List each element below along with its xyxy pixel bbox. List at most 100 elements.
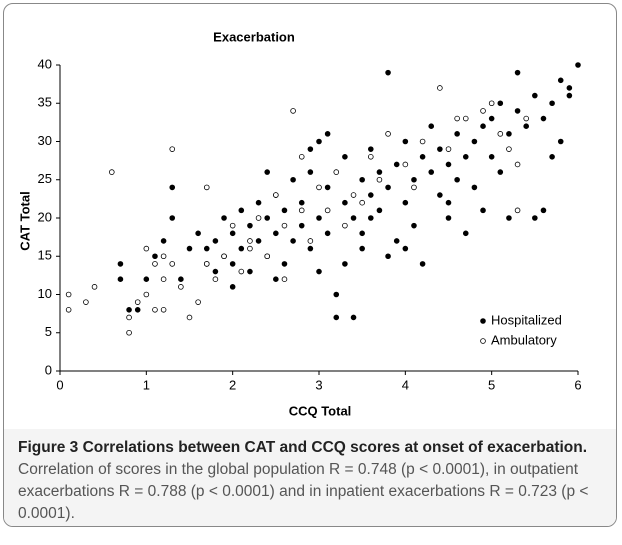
point [342,199,348,206]
point [514,161,521,168]
x-tick-label: 5 [488,377,495,392]
point [126,314,132,321]
point [393,238,400,244]
point [342,261,348,267]
caption-text: Correlation of scores in the global popu… [18,461,589,522]
point [298,207,305,214]
x-tick-label: 6 [574,377,581,392]
point [393,161,400,168]
point [480,108,486,114]
point [367,146,374,152]
point [229,284,236,290]
point [359,176,365,183]
point [514,108,521,114]
point [385,69,391,76]
point [290,176,296,183]
point [497,169,504,175]
point [523,115,529,122]
point [411,222,417,229]
point [359,230,365,237]
point [152,306,158,313]
point [169,215,176,221]
y-tick-label: 35 [38,95,52,110]
x-tick-label: 1 [143,377,150,392]
point [367,215,374,221]
point [506,215,512,221]
point [488,154,495,160]
point [402,161,409,168]
point [506,131,512,137]
point [342,222,348,229]
point [195,230,201,237]
point [454,115,460,122]
point [419,138,426,145]
x-axis-label: CCQ Total [289,403,352,418]
y-tick-label: 30 [38,133,52,148]
point [454,131,460,137]
point [134,299,141,305]
point [480,123,486,129]
point [532,215,538,221]
point [126,329,132,336]
point [255,215,262,221]
point [376,169,383,175]
figure-frame: Exacerbation CAT Total CCQ Total 0 5 10 15 2… [3,3,617,527]
point [445,146,452,152]
point [255,199,262,206]
point [350,314,357,321]
point [350,215,357,221]
point [557,138,564,145]
y-tick-label: 25 [38,171,52,186]
point [195,299,201,305]
point [247,245,253,252]
point [203,184,210,191]
chart-title: Exacerbation [213,29,295,44]
caption: Figure 3 Correlations between CAT and CC… [4,429,616,526]
point [566,92,573,99]
point [549,100,555,107]
point [428,169,435,175]
point [575,62,581,68]
point [367,154,374,160]
point [169,261,176,267]
point [307,146,314,152]
y-tick-label: 15 [38,248,52,263]
point [540,207,547,214]
point [514,207,521,214]
point [281,276,288,283]
point [109,169,115,175]
point [480,207,486,214]
point [238,268,245,275]
point [290,108,296,114]
point [91,284,98,290]
point [419,154,426,160]
point [333,314,340,321]
point [281,222,288,229]
point [549,154,555,160]
point [462,115,469,122]
point [203,261,210,267]
point [445,199,452,206]
point [229,261,236,267]
point [307,245,314,252]
point [532,92,538,99]
point [462,154,469,160]
point [316,215,322,221]
point [514,69,521,76]
point [402,245,409,252]
point [471,184,478,191]
point [333,291,340,298]
y-axis-label: CAT Total [17,191,32,250]
point [462,230,469,237]
point [126,306,132,313]
legend-marker [480,338,486,344]
point [212,268,219,275]
point [117,261,124,267]
point [445,161,452,168]
point [488,115,495,122]
x-tick-label: 0 [56,377,63,392]
point [160,276,167,283]
point [290,238,296,244]
point [540,115,547,122]
point [506,146,512,152]
